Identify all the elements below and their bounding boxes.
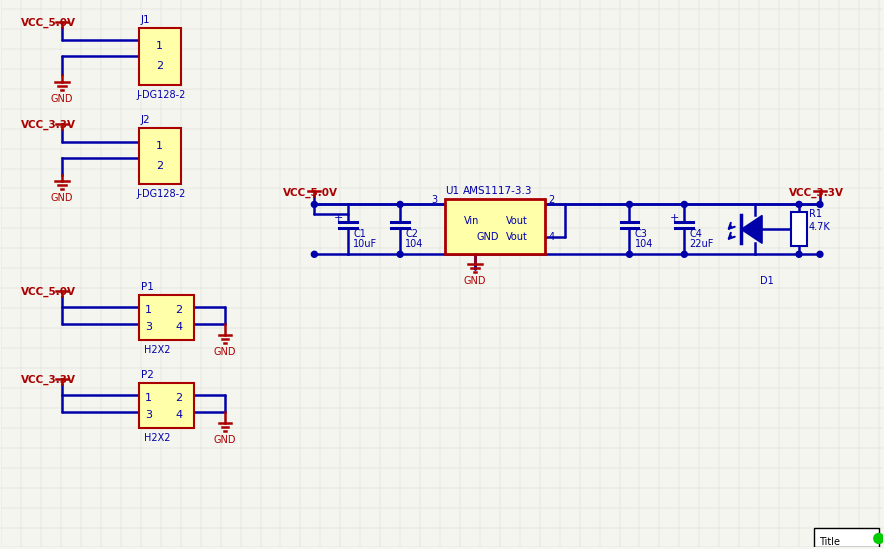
Polygon shape xyxy=(741,215,762,243)
Circle shape xyxy=(796,201,802,208)
Text: Title: Title xyxy=(819,536,840,546)
Text: VCC_3.3V: VCC_3.3V xyxy=(21,375,76,385)
Text: VCC_5.0V: VCC_5.0V xyxy=(284,187,339,198)
Text: P2: P2 xyxy=(141,370,154,380)
Circle shape xyxy=(627,201,632,208)
Text: 1: 1 xyxy=(145,393,152,403)
Text: 3: 3 xyxy=(145,322,152,332)
Circle shape xyxy=(873,534,884,544)
Circle shape xyxy=(397,251,403,257)
Circle shape xyxy=(627,251,632,257)
Bar xyxy=(139,128,180,184)
Text: C1: C1 xyxy=(354,229,366,239)
Text: GND: GND xyxy=(476,232,499,242)
Text: 104: 104 xyxy=(635,239,653,249)
Text: GND: GND xyxy=(213,347,236,357)
Text: Vout: Vout xyxy=(506,216,528,226)
Text: 4: 4 xyxy=(549,232,555,242)
Circle shape xyxy=(311,201,317,208)
Text: VCC_3.3V: VCC_3.3V xyxy=(789,187,844,198)
Text: 2: 2 xyxy=(549,195,555,205)
Text: 3: 3 xyxy=(145,410,152,420)
Circle shape xyxy=(682,251,688,257)
Text: GND: GND xyxy=(464,276,486,286)
Bar xyxy=(445,199,545,254)
Bar xyxy=(814,528,879,547)
Text: P1: P1 xyxy=(141,282,154,292)
Text: J2: J2 xyxy=(141,115,150,125)
Text: Vout: Vout xyxy=(506,232,528,242)
Text: VCC_5.0V: VCC_5.0V xyxy=(21,287,76,298)
Text: R1: R1 xyxy=(809,209,822,220)
Text: +: + xyxy=(670,214,679,223)
Text: 4: 4 xyxy=(175,410,182,420)
Circle shape xyxy=(817,251,823,257)
Text: GND: GND xyxy=(50,193,73,204)
Circle shape xyxy=(796,251,802,257)
Bar xyxy=(139,295,194,340)
Circle shape xyxy=(397,201,403,208)
Bar xyxy=(139,383,194,428)
Text: VCC_5.0V: VCC_5.0V xyxy=(21,18,76,28)
Text: J-DG128-2: J-DG128-2 xyxy=(137,189,187,199)
Text: 104: 104 xyxy=(405,239,423,249)
Text: 1: 1 xyxy=(145,305,152,315)
Text: D1: D1 xyxy=(760,276,774,286)
Text: 2: 2 xyxy=(175,393,182,403)
Bar xyxy=(791,212,807,247)
Circle shape xyxy=(311,251,317,257)
Text: C4: C4 xyxy=(690,229,702,239)
Text: Vin: Vin xyxy=(464,216,480,226)
Text: C2: C2 xyxy=(405,229,418,239)
Text: AMS1117-3.3: AMS1117-3.3 xyxy=(463,187,532,197)
Circle shape xyxy=(682,201,688,208)
Text: J-DG128-2: J-DG128-2 xyxy=(137,89,187,100)
Text: H2X2: H2X2 xyxy=(144,433,171,443)
Text: 3: 3 xyxy=(431,195,437,205)
Text: 4: 4 xyxy=(175,322,182,332)
Text: 1: 1 xyxy=(156,41,164,52)
Text: H2X2: H2X2 xyxy=(144,345,171,355)
Text: 22uF: 22uF xyxy=(690,239,713,249)
Text: GND: GND xyxy=(50,94,73,104)
Text: U1: U1 xyxy=(445,187,459,197)
Text: 1: 1 xyxy=(156,141,164,151)
Text: J1: J1 xyxy=(141,15,150,25)
Text: 2: 2 xyxy=(156,161,164,171)
Text: GND: GND xyxy=(213,435,236,445)
Text: C3: C3 xyxy=(635,229,647,239)
Text: VCC_3.3V: VCC_3.3V xyxy=(21,120,76,130)
Text: 4.7K: 4.7K xyxy=(809,222,831,232)
Text: 2: 2 xyxy=(175,305,182,315)
Text: 10uF: 10uF xyxy=(354,239,377,249)
Circle shape xyxy=(817,201,823,208)
Bar xyxy=(139,28,180,85)
Text: 2: 2 xyxy=(156,61,164,71)
Text: +: + xyxy=(333,214,343,223)
